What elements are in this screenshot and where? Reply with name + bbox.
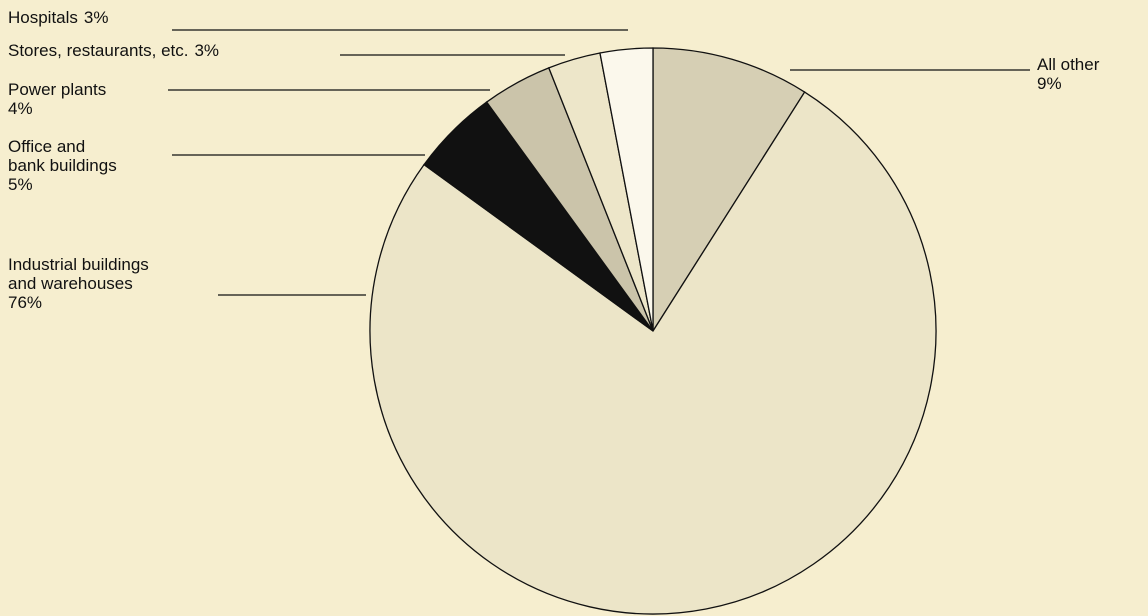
- pie-slice: [652, 47, 806, 334]
- value-label: 3%: [83, 8, 109, 27]
- category-label: All other: [1037, 55, 1100, 74]
- category-label: Hospitals: [8, 8, 78, 27]
- slice-label: All other 9%: [1037, 55, 1099, 93]
- slice-label: Power plants 4%: [8, 80, 106, 118]
- pie-slice: [599, 47, 654, 332]
- slice-label: Industrial buildings and warehouses 76%: [8, 255, 149, 312]
- slice-label: Stores, restaurants, etc. 3%: [8, 41, 219, 60]
- category-label: Industrial buildings and warehouses: [8, 255, 149, 293]
- value-label: 5%: [8, 175, 33, 194]
- value-label: 4%: [8, 99, 33, 118]
- value-label: 9%: [1037, 74, 1062, 93]
- value-label: 76%: [8, 293, 43, 312]
- category-label: Office and bank buildings: [8, 137, 117, 175]
- slice-label: Office and bank buildings 5%: [8, 137, 117, 194]
- category-label: Stores, restaurants, etc.: [8, 41, 189, 60]
- slice-label: Hospitals 3%: [8, 8, 109, 27]
- pie-slice: [369, 91, 937, 615]
- category-label: Power plants: [8, 80, 107, 99]
- value-label: 3%: [194, 41, 220, 60]
